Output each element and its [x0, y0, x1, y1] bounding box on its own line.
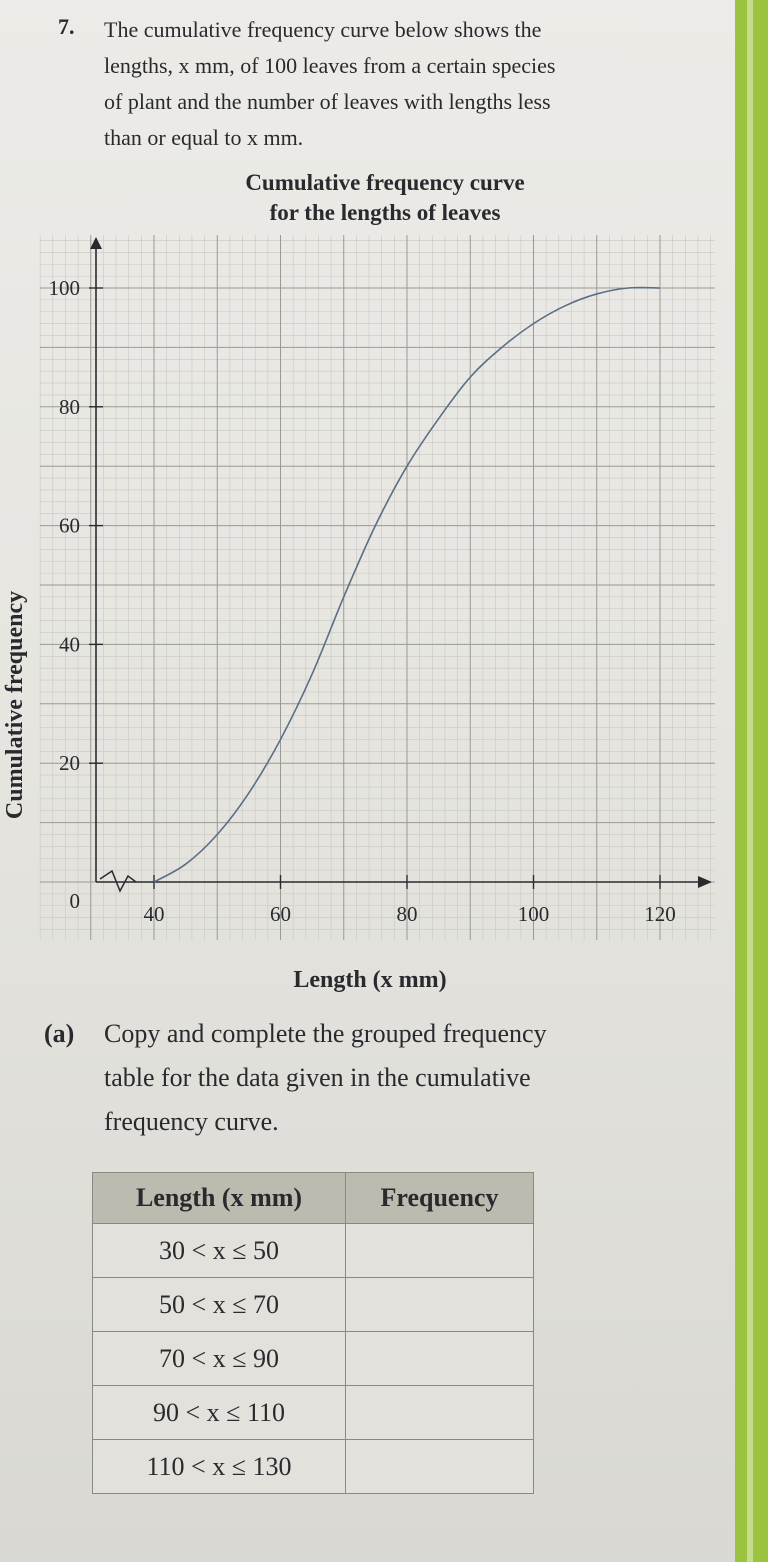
tick-labels: 40 60 80 100 120 0 20 40 60 80 100 — [49, 276, 676, 926]
series — [153, 286, 661, 883]
x-tick-label: 120 — [644, 902, 676, 926]
length-cell: 110 < x ≤ 130 — [92, 1439, 346, 1494]
page-edge-accent — [735, 0, 768, 1562]
frequency-cell — [345, 1331, 534, 1386]
question-number: 7. — [58, 14, 75, 39]
y-tick-label: 20 — [59, 751, 80, 775]
cumulative-frequency-curve — [153, 286, 661, 883]
table-row: 90 < x ≤ 110 — [92, 1385, 534, 1440]
textbook-page: 7. The cumulative frequency curve below … — [0, 0, 735, 1562]
chart-title: Cumulative frequency curve for the lengt… — [160, 168, 610, 228]
question-text: The cumulative frequency curve below sho… — [104, 12, 684, 156]
part-a-line: Copy and complete the grouped frequency — [104, 1019, 547, 1048]
x-tick-label: 80 — [397, 902, 418, 926]
cumulative-frequency-chart: 40 60 80 100 120 0 20 40 60 80 100 Cumulative freq… — [2, 235, 715, 993]
question-line: of plant and the number of leaves with l… — [104, 89, 551, 114]
axes — [90, 237, 712, 893]
x-axis-arrow-icon — [698, 876, 712, 888]
y-tick-label: 80 — [59, 395, 80, 419]
axis-break-icon — [99, 869, 137, 893]
grouped-frequency-table: Length (x mm) Frequency 30 < x ≤ 50 50 <… — [92, 1172, 534, 1494]
question-line: The cumulative frequency curve below sho… — [104, 17, 542, 42]
x-tick-label: 60 — [270, 902, 291, 926]
header-length: Length (x mm) — [92, 1172, 346, 1224]
frequency-cell — [345, 1277, 534, 1332]
y-axis-label: Cumulative frequency — [2, 591, 28, 819]
part-a-text: Copy and complete the grouped frequency … — [104, 1012, 664, 1144]
table-row: 30 < x ≤ 50 — [92, 1223, 534, 1278]
y-tick-label: 60 — [59, 514, 80, 538]
part-a-label: (a) — [44, 1019, 75, 1048]
table-row: 110 < x ≤ 130 — [92, 1439, 534, 1494]
y-tick-label: 40 — [59, 632, 80, 656]
part-a-line: frequency curve. — [104, 1107, 279, 1136]
y-axis-arrow-icon — [90, 237, 102, 249]
x-tick-label: 40 — [144, 902, 165, 926]
frequency-cell — [345, 1439, 534, 1494]
length-cell: 70 < x ≤ 90 — [92, 1331, 346, 1386]
x-axis-label: Length (x mm) — [293, 967, 446, 993]
length-cell: 50 < x ≤ 70 — [92, 1277, 346, 1332]
header-frequency: Frequency — [345, 1172, 534, 1224]
chart-title-line: Cumulative frequency curve — [245, 170, 525, 195]
table-row: 70 < x ≤ 90 — [92, 1331, 534, 1386]
frequency-cell — [345, 1385, 534, 1440]
question-line: than or equal to x mm. — [104, 125, 304, 150]
frequency-cell — [345, 1223, 534, 1278]
chart-title-line: for the lengths of leaves — [269, 200, 501, 225]
y-tick-label: 100 — [49, 276, 81, 300]
question-line: lengths, x mm, of 100 leaves from a cert… — [104, 53, 556, 78]
y-tick-label: 0 — [70, 889, 81, 913]
length-cell: 90 < x ≤ 110 — [92, 1385, 346, 1440]
table-row: 50 < x ≤ 70 — [92, 1277, 534, 1332]
part-a-line: table for the data given in the cumulati… — [104, 1063, 531, 1092]
x-tick-label: 100 — [518, 902, 550, 926]
grid-minor — [39, 235, 715, 940]
length-cell: 30 < x ≤ 50 — [92, 1223, 346, 1278]
table-header-row: Length (x mm) Frequency — [92, 1172, 534, 1224]
